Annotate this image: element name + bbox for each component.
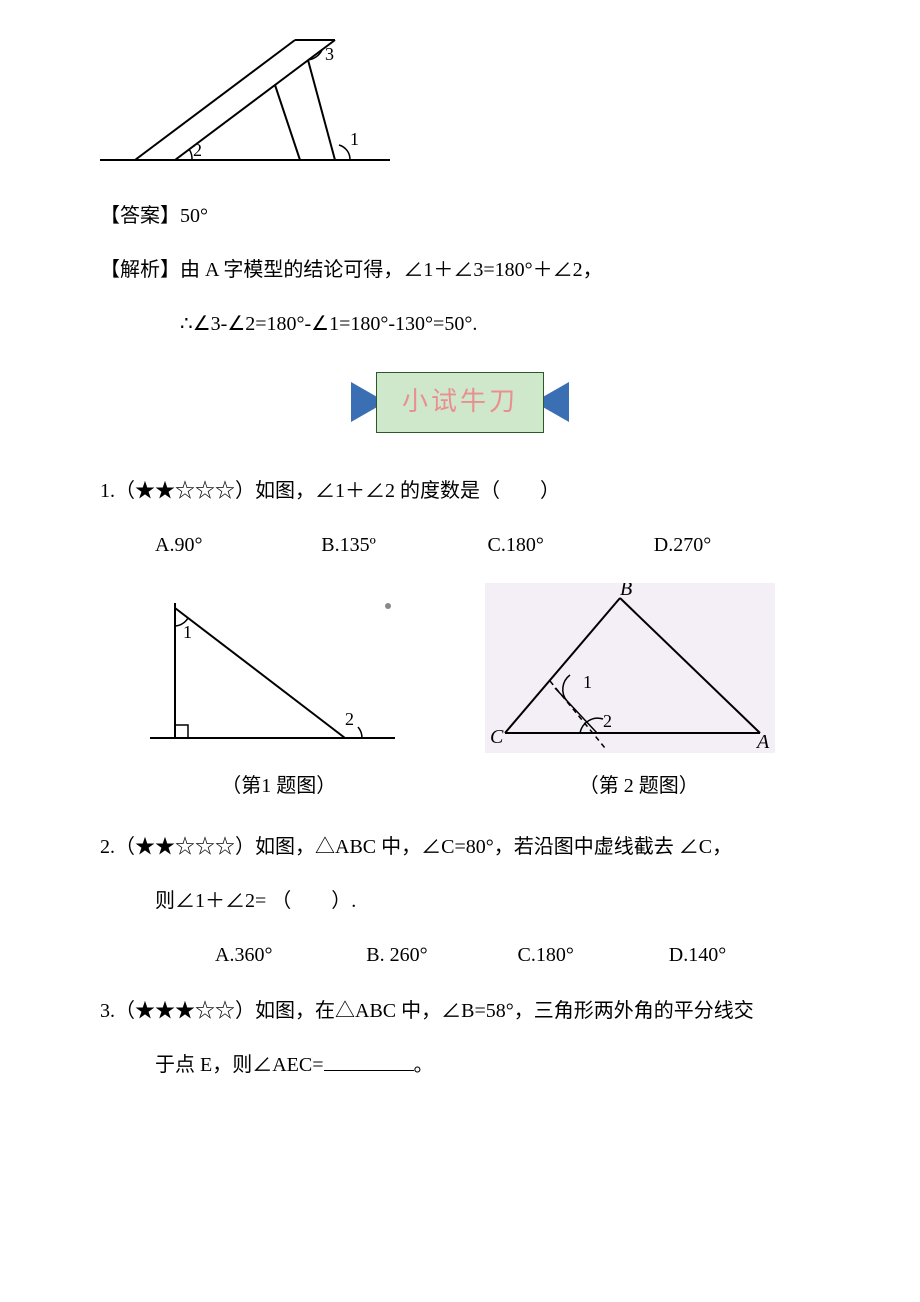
analysis-line1: 【解析】由 A 字模型的结论可得，∠1＋∠3=180°＋∠2， (100, 252, 820, 288)
q1-number: 1. (100, 480, 115, 502)
section-banner: 小试牛刀 (100, 372, 820, 433)
q3-body: 如图，在△ABC 中，∠B=58°，三角形两外角的平分线交 (255, 1000, 754, 1022)
q1-option-a: A.90° (155, 527, 321, 563)
svg-text:2: 2 (345, 709, 354, 729)
q1-figure: 1 2 (145, 593, 395, 753)
q3-number: 3. (100, 1000, 115, 1022)
q2-text: 2.（★★☆☆☆）如图，△ABC 中，∠C=80°，若沿图中虚线截去 ∠C， (100, 829, 820, 865)
svg-text:A: A (755, 731, 770, 753)
q1-body: 如图，∠1＋∠2 的度数是（ ） (255, 480, 560, 502)
q2-caption: （第 2 题图） (579, 768, 699, 804)
q1-text: 1.（★★☆☆☆）如图，∠1＋∠2 的度数是（ ） (100, 473, 820, 509)
watermark-dot (385, 603, 391, 609)
analysis-text2: ∴∠3-∠2=180°-∠1=180°-130°=50°. (180, 313, 477, 335)
q2-option-d: D.140° (669, 937, 820, 973)
q2-options: A.360° B. 260° C.180° D.140° (215, 937, 820, 973)
q3-text2-pre: 于点 E，则∠AEC= (155, 1054, 324, 1076)
q2-number: 2. (100, 836, 115, 858)
analysis-label: 【解析】 (100, 259, 180, 281)
question-2: 2.（★★☆☆☆）如图，△ABC 中，∠C=80°，若沿图中虚线截去 ∠C， 则… (100, 829, 820, 973)
svg-text:B: B (620, 583, 632, 600)
q3-stars: （★★★☆☆） (115, 1000, 255, 1022)
answer-label: 【答案】 (100, 205, 180, 227)
svg-text:1: 1 (183, 622, 192, 642)
q3-text2: 于点 E，则∠AEC= 。 (155, 1047, 820, 1083)
question-1: 1.（★★☆☆☆）如图，∠1＋∠2 的度数是（ ） A.90° B.135º C… (100, 473, 820, 563)
figure-captions: （第1 题图） （第 2 题图） (100, 768, 820, 804)
q1-options: A.90° B.135º C.180° D.270° (155, 527, 820, 563)
label-2: 2 (193, 140, 202, 160)
q1-stars: （★★☆☆☆） (115, 480, 255, 502)
figures-row: 1 2 1 2 B C A (100, 583, 820, 753)
question-3: 3.（★★★☆☆）如图，在△ABC 中，∠B=58°，三角形两外角的平分线交 于… (100, 993, 820, 1083)
q1-option-b: B.135º (321, 527, 487, 563)
q2-text2: 则∠1＋∠2= （ ）. (155, 883, 820, 919)
analysis-line2: ∴∠3-∠2=180°-∠1=180°-130°=50°. (180, 306, 820, 342)
label-3: 3 (325, 44, 334, 64)
svg-text:1: 1 (583, 672, 592, 692)
q1-option-d: D.270° (654, 527, 820, 563)
analysis-text1: 由 A 字模型的结论可得，∠1＋∠3=180°＋∠2， (180, 259, 603, 281)
label-1: 1 (350, 129, 359, 149)
a-model-diagram: 3 1 2 (100, 30, 390, 180)
q2-option-c: C.180° (518, 937, 669, 973)
fill-blank (324, 1070, 414, 1071)
svg-text:C: C (490, 726, 504, 748)
answer-value: 50° (180, 205, 208, 227)
answer-line: 【答案】50° (100, 198, 820, 234)
q3-text: 3.（★★★☆☆）如图，在△ABC 中，∠B=58°，三角形两外角的平分线交 (100, 993, 820, 1029)
q3-text2-post: 。 (414, 1054, 434, 1076)
q2-option-b: B. 260° (366, 937, 517, 973)
banner-text: 小试牛刀 (402, 387, 518, 416)
svg-text:2: 2 (603, 711, 612, 731)
q1-option-c: C.180° (488, 527, 654, 563)
q2-body: 如图，△ABC 中，∠C=80°，若沿图中虚线截去 ∠C， (255, 836, 732, 858)
q2-stars: （★★☆☆☆） (115, 836, 255, 858)
q2-option-a: A.360° (215, 937, 366, 973)
q2-figure: 1 2 B C A (485, 583, 775, 753)
banner-center: 小试牛刀 (376, 372, 544, 433)
q1-caption: （第1 题图） (221, 768, 336, 804)
top-figure: 3 1 2 (100, 30, 820, 180)
